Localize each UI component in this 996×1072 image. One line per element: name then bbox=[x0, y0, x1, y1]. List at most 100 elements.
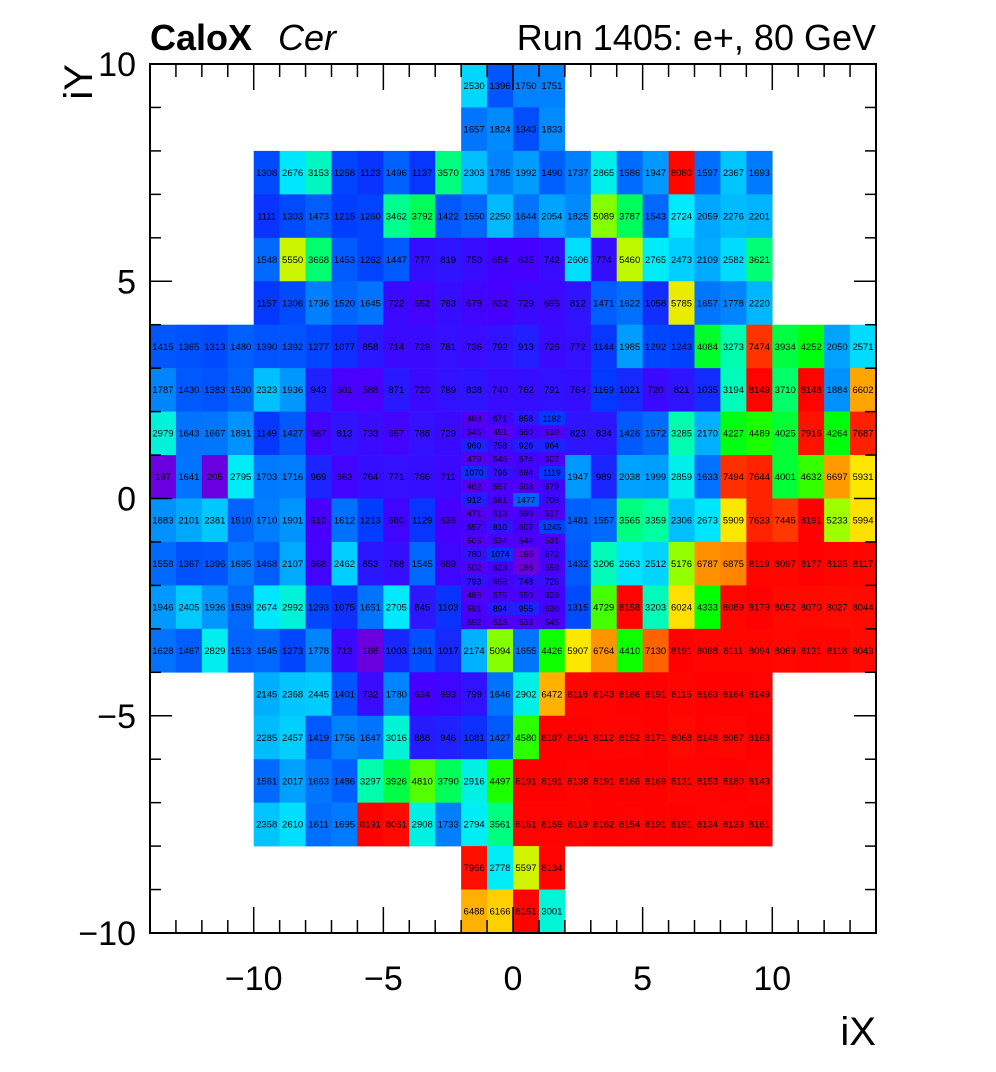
cell-value-label: 888 bbox=[414, 733, 430, 744]
cell-value-label: 581 bbox=[493, 495, 507, 505]
heatmap-cell bbox=[305, 237, 332, 282]
cell-value-label: 762 bbox=[518, 385, 534, 396]
heatmap-cell bbox=[279, 672, 306, 717]
cell-value-label: 630 bbox=[545, 603, 559, 613]
heatmap-cell bbox=[642, 150, 669, 195]
cell-value-label: 8117 bbox=[853, 559, 873, 570]
cell-value-label: 3570 bbox=[438, 168, 459, 179]
cell-value-label: 1513 bbox=[230, 646, 251, 657]
cell-value-label: 946 bbox=[440, 733, 456, 744]
cell-value-label: 657 bbox=[467, 522, 481, 532]
cell-value-label: 628 bbox=[545, 590, 559, 600]
cell-value-label: 1396 bbox=[489, 81, 510, 92]
cell-value-label: 517 bbox=[545, 508, 559, 518]
heatmap-cell bbox=[668, 715, 695, 760]
heatmap-fine-cell bbox=[538, 438, 566, 453]
heatmap-cell bbox=[590, 324, 618, 369]
heatmap-cell bbox=[409, 237, 436, 282]
y-tick-label: −10 bbox=[78, 915, 136, 953]
cell-value-label: 507 bbox=[545, 454, 559, 464]
heatmap-cell bbox=[383, 715, 410, 760]
heatmap-cell bbox=[616, 150, 643, 195]
heatmap-cell bbox=[746, 281, 773, 325]
x-tick-label: −5 bbox=[364, 960, 403, 998]
cell-value-label: 3206 bbox=[593, 559, 614, 570]
cell-value-label: 186 bbox=[519, 563, 533, 573]
heatmap-cell bbox=[305, 150, 332, 195]
heatmap-fine-cell bbox=[513, 588, 540, 602]
heatmap-fine-cell bbox=[487, 560, 514, 575]
cell-value-label: 2276 bbox=[723, 211, 744, 222]
heatmap-cell bbox=[513, 628, 540, 673]
cell-value-label: 2457 bbox=[282, 733, 303, 744]
cell-value-label: 7916 bbox=[801, 429, 822, 440]
heatmap-cell bbox=[850, 628, 877, 673]
heatmap-cell bbox=[383, 194, 410, 239]
heatmap-cell bbox=[694, 585, 721, 630]
cell-value-label: 1780 bbox=[386, 689, 407, 700]
cell-value-label: 8191 bbox=[515, 776, 536, 787]
heatmap-fine-cell bbox=[461, 615, 488, 630]
cell-value-label: 1936 bbox=[204, 602, 225, 613]
cell-value-label: 8191 bbox=[671, 646, 692, 657]
y-axis-label: iY bbox=[57, 64, 101, 100]
heatmap-cell bbox=[746, 498, 773, 543]
heatmap-fine-cell bbox=[538, 479, 566, 494]
heatmap-cell bbox=[279, 150, 306, 195]
heatmap-cell bbox=[331, 672, 358, 717]
heatmap-cell bbox=[461, 150, 488, 195]
cell-value-label: 3297 bbox=[360, 776, 381, 787]
heatmap-cell bbox=[616, 541, 643, 586]
heatmap-cell bbox=[383, 455, 410, 499]
heatmap-cell bbox=[538, 368, 566, 412]
cell-value-label: 1473 bbox=[308, 211, 329, 222]
cell-value-label: 4497 bbox=[489, 776, 510, 787]
heatmap-cell bbox=[435, 498, 462, 543]
cell-value-label: 5907 bbox=[567, 646, 588, 657]
cell-value-label: 8119 bbox=[568, 820, 588, 831]
cell-value-label: 8070 bbox=[801, 602, 822, 613]
cell-value-label: 1361 bbox=[412, 646, 433, 657]
heatmap-cell bbox=[357, 802, 384, 847]
heatmap-fine-cell bbox=[538, 574, 566, 589]
cell-value-label: 205 bbox=[207, 472, 223, 483]
heatmap-cell bbox=[227, 541, 255, 586]
cell-value-label: 8094 bbox=[749, 646, 770, 657]
cell-value-label: 8152 bbox=[619, 733, 640, 744]
cell-value-label: 1824 bbox=[489, 125, 510, 136]
cell-value-label: 6488 bbox=[464, 907, 485, 918]
heatmap-cell bbox=[642, 411, 669, 456]
heatmap-fine-cell bbox=[513, 560, 540, 575]
cell-value-label: 8191 bbox=[645, 820, 666, 831]
cell-value-label: 720 bbox=[414, 385, 430, 396]
heatmap-fine-cell bbox=[513, 465, 540, 480]
heatmap-fine-cell bbox=[487, 588, 514, 602]
cell-value-label: 2794 bbox=[464, 820, 485, 831]
cell-value-label: 821 bbox=[674, 385, 690, 396]
heatmap-cell bbox=[409, 150, 436, 195]
heatmap-cell bbox=[201, 324, 229, 369]
cell-value-label: 772 bbox=[570, 342, 586, 353]
heatmap-cell bbox=[642, 672, 669, 717]
cell-value-label: 1985 bbox=[619, 342, 640, 353]
heatmap-cell bbox=[668, 672, 695, 717]
heatmap-cell bbox=[668, 541, 695, 586]
cell-value-label: 1077 bbox=[334, 342, 355, 353]
cell-value-label: 1693 bbox=[749, 168, 770, 179]
cell-value-label: 2174 bbox=[464, 646, 485, 657]
heatmap-cell bbox=[538, 150, 566, 195]
cell-value-label: 1611 bbox=[308, 820, 328, 831]
heatmap-cell bbox=[487, 628, 514, 673]
heatmap-cell bbox=[253, 150, 280, 195]
cell-value-label: 1243 bbox=[671, 342, 692, 353]
cell-value-label: 5994 bbox=[852, 516, 873, 527]
heatmap-cell bbox=[720, 802, 747, 847]
cell-value-label: 658 bbox=[493, 576, 507, 586]
cell-value-label: 657 bbox=[388, 429, 404, 440]
cell-value-label: 679 bbox=[466, 298, 482, 309]
heatmap-cell bbox=[746, 672, 773, 717]
heatmap-cell bbox=[590, 541, 618, 586]
cell-value-label: 4252 bbox=[801, 342, 822, 353]
cell-value-label: 960 bbox=[467, 441, 481, 451]
cell-value-label: 1825 bbox=[567, 211, 588, 222]
